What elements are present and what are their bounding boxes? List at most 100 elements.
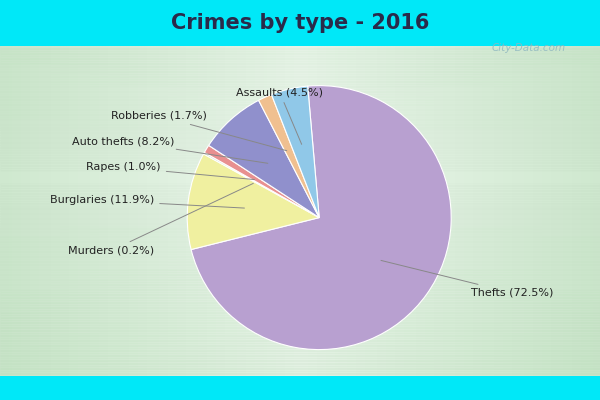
Bar: [0, 234, 600, 236]
Bar: [459, 46, 462, 376]
Bar: [285, 46, 288, 376]
Bar: [0, 168, 600, 170]
Bar: [0, 69, 600, 71]
Bar: [0, 107, 600, 109]
Bar: [0, 196, 600, 198]
Bar: [558, 46, 561, 376]
Text: Rapes (1.0%): Rapes (1.0%): [86, 162, 254, 180]
Bar: [0, 336, 600, 338]
Bar: [0, 310, 600, 312]
Bar: [0, 206, 600, 208]
Bar: [87, 46, 90, 376]
Bar: [3, 46, 6, 376]
Bar: [549, 46, 552, 376]
Bar: [0, 338, 600, 340]
Bar: [0, 138, 600, 140]
Bar: [237, 46, 240, 376]
Bar: [0, 236, 600, 238]
Bar: [0, 128, 600, 130]
Bar: [0, 87, 600, 89]
Bar: [318, 46, 321, 376]
Bar: [0, 282, 600, 284]
Bar: [0, 120, 600, 122]
Bar: [0, 302, 600, 303]
Bar: [0, 274, 600, 275]
Bar: [279, 46, 282, 376]
Bar: [96, 46, 99, 376]
Bar: [0, 297, 600, 298]
Bar: [381, 46, 384, 376]
Bar: [0, 170, 600, 171]
Bar: [180, 46, 183, 376]
Bar: [375, 46, 378, 376]
Bar: [0, 247, 600, 249]
Bar: [0, 104, 600, 106]
Bar: [117, 46, 120, 376]
Bar: [42, 46, 45, 376]
Bar: [213, 46, 216, 376]
Bar: [0, 353, 600, 354]
Bar: [435, 46, 438, 376]
Bar: [210, 46, 213, 376]
Bar: [369, 46, 372, 376]
Bar: [0, 89, 600, 90]
Bar: [234, 46, 237, 376]
Bar: [0, 148, 600, 150]
Bar: [0, 163, 600, 165]
Bar: [0, 208, 600, 209]
Bar: [0, 280, 600, 282]
Bar: [471, 46, 474, 376]
Bar: [0, 109, 600, 110]
Bar: [0, 160, 600, 162]
Bar: [21, 46, 24, 376]
Text: Assaults (4.5%): Assaults (4.5%): [236, 87, 323, 144]
Bar: [27, 46, 30, 376]
Bar: [0, 99, 600, 100]
Bar: [126, 46, 129, 376]
Bar: [270, 46, 273, 376]
Bar: [276, 46, 279, 376]
Bar: [0, 134, 600, 135]
Bar: [108, 46, 111, 376]
Bar: [0, 97, 600, 99]
Bar: [0, 284, 600, 285]
Bar: [201, 46, 204, 376]
Bar: [0, 326, 600, 328]
Bar: [420, 46, 423, 376]
Bar: [123, 46, 126, 376]
Bar: [312, 46, 315, 376]
Bar: [348, 46, 351, 376]
Bar: [102, 46, 105, 376]
Bar: [0, 371, 600, 373]
Bar: [6, 46, 9, 376]
Bar: [261, 46, 264, 376]
Bar: [150, 46, 153, 376]
Bar: [0, 308, 600, 310]
Bar: [0, 222, 600, 224]
Bar: [264, 46, 267, 376]
Bar: [306, 46, 309, 376]
Bar: [0, 115, 600, 117]
Bar: [447, 46, 450, 376]
Bar: [321, 46, 324, 376]
Bar: [174, 46, 177, 376]
Bar: [48, 46, 51, 376]
Bar: [240, 46, 243, 376]
Bar: [168, 46, 171, 376]
Bar: [0, 76, 600, 77]
Bar: [93, 46, 96, 376]
Bar: [0, 59, 600, 61]
Bar: [57, 46, 60, 376]
Bar: [432, 46, 435, 376]
Bar: [0, 130, 600, 132]
Bar: [0, 198, 600, 200]
Bar: [0, 68, 600, 69]
Bar: [198, 46, 201, 376]
Bar: [360, 46, 363, 376]
Bar: [456, 46, 459, 376]
Bar: [0, 360, 600, 361]
Bar: [267, 46, 270, 376]
Bar: [519, 46, 522, 376]
Bar: [0, 112, 600, 114]
Bar: [0, 317, 600, 318]
